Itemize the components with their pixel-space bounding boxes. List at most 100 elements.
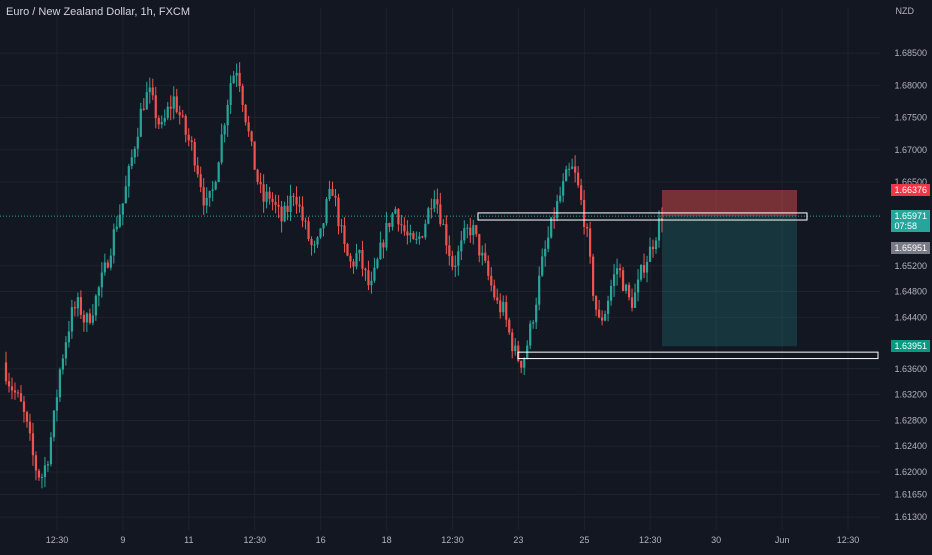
candle-body <box>367 270 370 286</box>
candle-body <box>541 256 544 276</box>
candle-body <box>436 199 439 205</box>
candle-body <box>190 140 193 142</box>
candle-body <box>427 208 430 224</box>
candle-body <box>40 477 44 479</box>
candle-body <box>424 223 427 238</box>
candle-body <box>433 199 436 209</box>
candle-body <box>469 227 472 236</box>
time-axis-label: 12:30 <box>639 535 662 545</box>
candle-body <box>571 166 574 169</box>
candle-body <box>553 217 556 219</box>
candle-body <box>229 83 232 105</box>
candle-body <box>277 204 280 207</box>
candle-body <box>505 302 508 320</box>
candle-body <box>313 244 316 246</box>
candle-body <box>376 259 379 268</box>
candle-body <box>328 188 331 200</box>
candle-body <box>43 465 47 478</box>
price-axis-label: 1.68500 <box>894 48 927 58</box>
candle-body <box>496 297 499 301</box>
candle-body <box>217 162 220 183</box>
candle-body <box>568 168 571 170</box>
price-axis-label: 1.62000 <box>894 467 927 477</box>
candle-body <box>511 332 514 352</box>
candle-body <box>88 313 91 323</box>
candle-body <box>586 226 589 229</box>
candle-body <box>334 195 337 198</box>
candle-body <box>256 169 259 182</box>
candle-body <box>535 304 538 323</box>
candle-body <box>565 169 568 182</box>
price-axis-label: 1.62400 <box>894 441 927 451</box>
candle-body <box>34 455 38 471</box>
candle-body <box>397 209 400 225</box>
candle-body <box>133 148 136 158</box>
candle-body <box>559 195 562 202</box>
candle-body <box>660 218 664 221</box>
candle-body <box>316 237 319 245</box>
candle-body <box>79 297 82 315</box>
candle-body <box>639 264 643 280</box>
candle-body <box>657 218 661 241</box>
candle-body <box>651 246 655 250</box>
candle-body <box>391 213 394 227</box>
candle-body <box>292 195 295 197</box>
candle-body <box>85 313 88 323</box>
candle-body <box>325 199 328 224</box>
resistance-zone-box <box>477 212 808 221</box>
candle-body <box>16 392 20 394</box>
candle-body <box>241 86 244 105</box>
candle-body <box>169 106 172 109</box>
candle-body <box>595 295 598 310</box>
candle-body <box>618 268 622 271</box>
candle-body <box>654 240 658 250</box>
candle-body <box>340 225 343 227</box>
candle-body <box>265 191 268 202</box>
candle-body <box>394 209 397 214</box>
candle-body <box>310 239 313 246</box>
candle-body <box>633 292 637 308</box>
candle-body <box>61 358 65 370</box>
level-price-tag: 1.65951 <box>891 242 930 255</box>
candle-body <box>529 323 532 346</box>
candle-body <box>73 307 76 309</box>
candle-body <box>415 239 418 241</box>
candle-body <box>421 236 424 238</box>
stop-price-tag: 1.66376 <box>891 183 930 196</box>
candle-body <box>451 256 454 267</box>
stop-loss-zone <box>662 189 797 217</box>
time-axis-label: 16 <box>316 535 326 545</box>
time-axis-label: 12:30 <box>837 535 860 545</box>
candle-body <box>283 205 286 222</box>
candle-body <box>600 317 604 321</box>
time-axis-label: 18 <box>382 535 392 545</box>
candle-body <box>130 157 133 167</box>
candle-body <box>106 262 109 268</box>
candle-body <box>301 206 304 221</box>
time-axis-label: 12:30 <box>441 535 464 545</box>
candle-body <box>352 261 355 267</box>
candle-body <box>253 141 256 170</box>
bar-countdown: 07:58 <box>894 221 917 232</box>
candle-body <box>508 319 511 333</box>
candle-body <box>160 121 163 125</box>
candle-body <box>220 134 223 163</box>
candle-body <box>648 246 652 262</box>
candle-body <box>262 184 265 202</box>
candle-body <box>430 208 433 210</box>
candle-body <box>157 118 160 125</box>
support-zone-box <box>517 351 879 360</box>
candle-body <box>532 322 535 324</box>
candle-body <box>373 267 376 281</box>
candle-body <box>370 280 373 286</box>
price-axis-label: 1.63600 <box>894 364 927 374</box>
candle-body <box>232 75 235 84</box>
candle-body <box>466 227 469 229</box>
candle-body <box>484 252 487 261</box>
candle-body <box>346 244 349 256</box>
currency-label: NZD <box>895 6 915 16</box>
candle-body <box>550 217 553 238</box>
candle-body <box>28 421 32 434</box>
